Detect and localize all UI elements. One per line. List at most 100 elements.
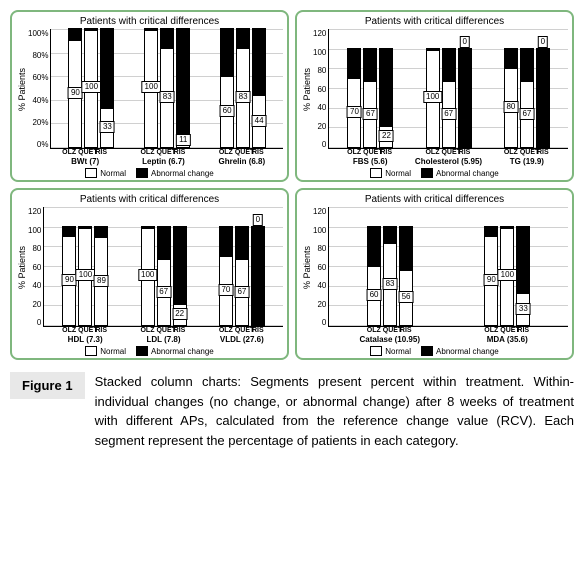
segment-abnormal	[236, 28, 250, 48]
bar-value-label: 100	[138, 269, 157, 281]
legend-label-abnormal: Abnormal change	[436, 169, 499, 178]
bar: 90	[68, 28, 82, 148]
bar: 22	[379, 48, 393, 148]
y-ticks: 120100806040200	[28, 207, 43, 327]
chart-title: Patients with critical differences	[16, 16, 283, 27]
segment-normal	[251, 324, 265, 326]
caption-row: Figure 1 Stacked column charts: Segments…	[10, 372, 574, 450]
segment-abnormal	[220, 28, 234, 76]
bar-value-label: 100	[423, 91, 442, 103]
x-drug-labels: OLZQUETRIS	[331, 327, 449, 334]
bar-value-label: 56	[399, 291, 414, 303]
bar-value-label: 83	[383, 278, 398, 290]
bar-group: 70670	[203, 226, 281, 326]
chart-title: Patients with critical differences	[301, 16, 568, 27]
bar-value-label: 22	[172, 308, 187, 320]
segment-normal	[536, 146, 550, 148]
legend-label-normal: Normal	[100, 169, 126, 178]
y-axis-label: % Patients	[301, 29, 313, 149]
bar: 67	[442, 48, 456, 148]
bar: 80	[504, 48, 518, 148]
bar: 100	[500, 226, 514, 326]
bar: 89	[94, 226, 108, 326]
legend-swatch-normal	[85, 346, 97, 356]
bar-value-label: 90	[68, 87, 83, 99]
bar: 100	[426, 48, 440, 148]
x-category-label: Catalase (10.95)	[331, 335, 449, 344]
x-drug-labels: OLZQUETRIS	[409, 149, 487, 156]
bar-value-label: 60	[220, 105, 235, 117]
bar-value-label: 33	[100, 121, 115, 133]
chart-title: Patients with critical differences	[301, 194, 568, 205]
bar-value-label: 11	[176, 134, 190, 146]
x-drug-labels: OLZQUETRIS	[488, 149, 566, 156]
segment-abnormal	[173, 226, 187, 304]
legend-label-abnormal: Abnormal change	[151, 347, 214, 356]
segment-abnormal	[379, 48, 393, 126]
bar-value-label: 100	[498, 269, 517, 281]
y-ticks: 120100806040200	[313, 207, 328, 327]
segment-abnormal	[68, 28, 82, 40]
legend-label-normal: Normal	[385, 347, 411, 356]
bar: 67	[520, 48, 534, 148]
segment-normal	[458, 146, 472, 148]
legend-swatch-normal	[85, 168, 97, 178]
bar-group: 608356	[331, 226, 448, 326]
bar-value-label: 83	[160, 91, 175, 103]
segment-abnormal	[219, 226, 233, 256]
bar-group: 80670	[488, 48, 566, 148]
x-drug-labels: OLZQUETRIS	[46, 327, 124, 334]
segment-abnormal	[94, 226, 108, 237]
bar: 83	[160, 28, 174, 148]
y-axis-label: % Patients	[16, 207, 28, 327]
bar-value-label: 0	[538, 36, 548, 48]
bar-value-label: 67	[234, 286, 249, 298]
legend: NormalAbnormal change	[301, 168, 568, 178]
bar: 100	[84, 28, 98, 148]
bar-value-label: 67	[363, 108, 378, 120]
x-category-label: TG (19.9)	[488, 157, 566, 166]
x-drug-labels: OLZQUETRIS	[331, 149, 409, 156]
bar: 100	[78, 226, 92, 326]
bar-value-label: 44	[252, 115, 267, 127]
legend-swatch-abnormal	[136, 346, 148, 356]
bar-value-label: 80	[503, 101, 518, 113]
bar: 67	[235, 226, 249, 326]
x-drug-labels: OLZQUETRIS	[124, 327, 202, 334]
chart-title: Patients with critical differences	[16, 194, 283, 205]
bar-value-label: 89	[94, 275, 109, 287]
bar-value-label: 0	[253, 214, 263, 226]
segment-abnormal	[100, 28, 114, 108]
segment-abnormal	[235, 226, 249, 259]
x-drug-labels: OLZQUETRIS	[46, 149, 124, 156]
x-drug-labels: OLZQUETRIS	[449, 327, 567, 334]
segment-abnormal	[157, 226, 171, 259]
bar-group: 706722	[331, 48, 409, 148]
bar: 83	[236, 28, 250, 148]
bar: 100	[141, 226, 155, 326]
x-category-label: MDA (35.6)	[449, 335, 567, 344]
legend-swatch-abnormal	[421, 168, 433, 178]
x-category-label: FBS (5.6)	[331, 157, 409, 166]
bar: 100	[144, 28, 158, 148]
bar-group: 608344	[205, 28, 281, 148]
y-axis-label: % Patients	[301, 207, 313, 327]
x-category-label: Leptin (6.7)	[124, 157, 202, 166]
bar-value-label: 100	[82, 81, 101, 93]
y-ticks: 120100806040200	[313, 29, 328, 149]
segment-abnormal	[347, 48, 361, 78]
segment-abnormal	[484, 226, 498, 236]
charts-grid: Patients with critical differences % Pati…	[10, 10, 574, 360]
bar-value-label: 0	[459, 36, 469, 48]
segment-abnormal	[252, 28, 266, 95]
bar-value-label: 83	[236, 91, 251, 103]
bar-value-label: 70	[347, 106, 362, 118]
bar-group: 1006722	[125, 226, 203, 326]
bar-value-label: 70	[218, 284, 233, 296]
bar: 0	[251, 226, 265, 326]
segment-abnormal	[536, 48, 550, 146]
caption-text: Stacked column charts: Segments present …	[95, 372, 574, 450]
x-drug-labels: OLZQUETRIS	[124, 149, 202, 156]
bar: 70	[347, 48, 361, 148]
chart-panel: Patients with critical differences% Pati…	[10, 10, 289, 182]
